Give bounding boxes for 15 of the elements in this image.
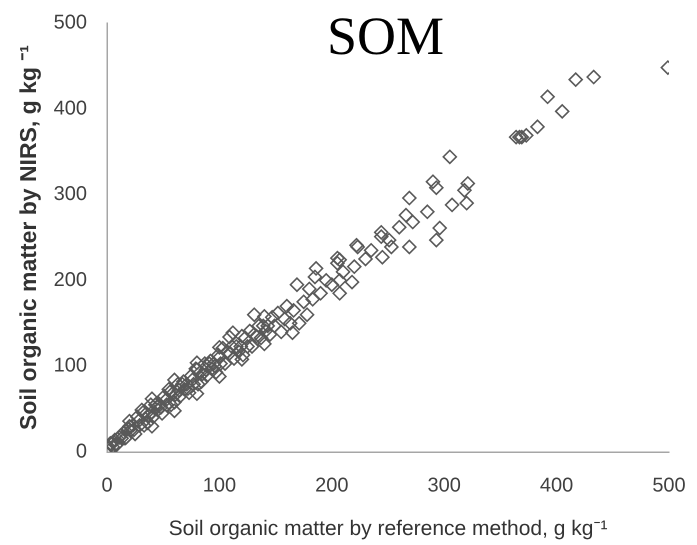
chart-title: SOM	[327, 6, 444, 66]
y-axis-title: Soil organic matter by NIRS, g kg ⁻¹	[15, 44, 42, 430]
y-tick-label: 400	[54, 97, 87, 120]
x-tick-label: 0	[101, 474, 113, 497]
y-tick-label: 200	[54, 268, 87, 291]
y-tick-label: 0	[76, 440, 87, 463]
y-tick-label: 300	[54, 183, 87, 206]
x-tick-label: 200	[315, 474, 348, 497]
x-tick-label: 500	[652, 474, 686, 497]
y-tick-label: 100	[54, 354, 87, 377]
x-tick-label: 100	[202, 474, 236, 497]
x-tick-label: 300	[428, 474, 461, 497]
x-axis-title: Soil organic matter by reference method, g kg⁻¹	[168, 517, 608, 540]
x-tick-label: 400	[540, 474, 574, 497]
y-tick-label: 500	[54, 12, 87, 34]
